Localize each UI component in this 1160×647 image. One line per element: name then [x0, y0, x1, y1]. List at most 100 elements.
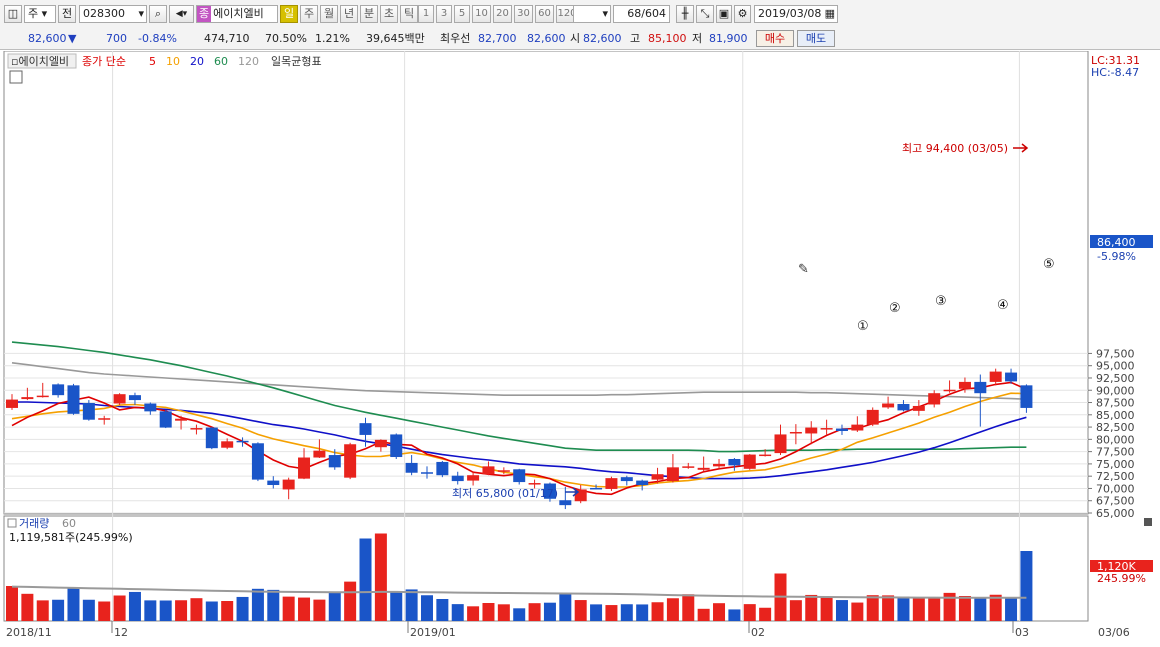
volume-bar[interactable]: [482, 603, 495, 621]
candle-body[interactable]: [866, 409, 879, 425]
search-icon[interactable]: ⌕: [149, 5, 167, 23]
volume-bar[interactable]: [636, 604, 649, 621]
volume-bar[interactable]: [805, 594, 818, 621]
candle-body[interactable]: [497, 470, 510, 472]
volume-bar[interactable]: [298, 597, 311, 621]
candle-body[interactable]: [897, 403, 910, 411]
candle-body[interactable]: [805, 427, 818, 434]
data-count-field[interactable]: 68/604: [613, 5, 670, 23]
prev-button[interactable]: 전: [58, 5, 76, 23]
candle-body[interactable]: [98, 418, 111, 420]
candle-body[interactable]: [666, 467, 679, 482]
timeframe-2[interactable]: 월: [320, 5, 338, 23]
volume-bar[interactable]: [113, 595, 126, 622]
volume-bar[interactable]: [467, 606, 480, 621]
volume-bar[interactable]: [882, 595, 895, 621]
candle-body[interactable]: [989, 371, 1002, 382]
volume-bar[interactable]: [190, 598, 203, 621]
volume-bar[interactable]: [743, 604, 756, 621]
volume-bar[interactable]: [989, 594, 1002, 621]
volume-bar[interactable]: [374, 533, 387, 622]
volume-bar[interactable]: [497, 604, 510, 621]
volume-bar[interactable]: [1005, 598, 1018, 622]
candle-body[interactable]: [190, 428, 203, 430]
candle-body[interactable]: [958, 381, 971, 389]
volume-bar[interactable]: [6, 586, 18, 621]
volume-bar[interactable]: [251, 588, 264, 621]
volume-bar[interactable]: [52, 599, 65, 621]
candle-body[interactable]: [851, 424, 864, 431]
volume-bar[interactable]: [651, 602, 664, 621]
volume-bar[interactable]: [98, 601, 111, 622]
gear-icon[interactable]: ⚙: [734, 5, 751, 23]
candle-body[interactable]: [128, 395, 141, 401]
candle-body[interactable]: [328, 455, 341, 468]
volume-bar[interactable]: [789, 600, 802, 621]
candle-body[interactable]: [928, 393, 941, 405]
candle-body[interactable]: [974, 381, 987, 394]
volume-bar[interactable]: [835, 600, 848, 621]
candle-body[interactable]: [943, 389, 956, 392]
candle-body[interactable]: [1020, 385, 1033, 408]
date-input[interactable]: 2019/03/08 ▦: [754, 5, 838, 23]
candle-body[interactable]: [298, 457, 311, 479]
candle-body[interactable]: [21, 397, 34, 400]
candle-body[interactable]: [144, 403, 157, 412]
stock-code-input[interactable]: 028300 ▾: [79, 5, 147, 23]
interval-5[interactable]: 5: [454, 5, 470, 23]
volume-bar[interactable]: [943, 592, 956, 621]
volume-bar[interactable]: [666, 598, 679, 621]
volume-bar[interactable]: [344, 581, 357, 621]
stock-legend-box[interactable]: [7, 53, 77, 69]
candle-body[interactable]: [882, 403, 895, 408]
candle-body[interactable]: [36, 395, 49, 398]
candle-body[interactable]: [420, 472, 433, 474]
candle-body[interactable]: [651, 474, 664, 480]
candle-body[interactable]: [743, 454, 756, 469]
volume-bar[interactable]: [67, 588, 80, 621]
candle-body[interactable]: [282, 479, 295, 490]
volume-bar[interactable]: [851, 602, 864, 621]
volume-bar[interactable]: [405, 589, 418, 621]
volume-bar[interactable]: [513, 608, 526, 621]
volume-bar[interactable]: [221, 601, 234, 621]
timeframe-3[interactable]: 년: [340, 5, 358, 23]
volume-bar[interactable]: [928, 597, 941, 621]
volume-bar[interactable]: [313, 599, 326, 621]
volume-close-icon[interactable]: [1144, 518, 1152, 526]
candle-body[interactable]: [236, 440, 249, 443]
candle-body[interactable]: [912, 405, 925, 411]
candle-body[interactable]: [574, 489, 587, 502]
volume-bar[interactable]: [1020, 551, 1033, 621]
volume-bar[interactable]: [590, 604, 603, 621]
chart-menu-icon[interactable]: ◫: [4, 5, 22, 23]
line-draw-icon[interactable]: ⤡: [696, 5, 714, 23]
interval-60[interactable]: 60: [535, 5, 554, 23]
volume-bar[interactable]: [897, 596, 910, 621]
sell-button[interactable]: 매도: [797, 30, 835, 47]
save-icon[interactable]: ▣: [716, 5, 732, 23]
volume-bar[interactable]: [36, 600, 49, 621]
volume-legend-box[interactable]: [7, 518, 17, 528]
candle-body[interactable]: [6, 399, 18, 408]
chart-options-icon[interactable]: [9, 70, 23, 84]
candle-body[interactable]: [835, 428, 848, 432]
candle-body[interactable]: [405, 462, 418, 473]
volume-bar[interactable]: [451, 604, 464, 621]
volume-bar[interactable]: [958, 596, 971, 621]
candle-body[interactable]: [205, 427, 218, 449]
candle-body[interactable]: [820, 428, 833, 430]
custom-interval-select[interactable]: ▾: [573, 5, 611, 23]
volume-bar[interactable]: [543, 602, 556, 621]
volume-bar[interactable]: [359, 538, 372, 622]
candle-body[interactable]: [759, 454, 772, 457]
candle-body[interactable]: [67, 385, 80, 414]
candle-body[interactable]: [682, 466, 695, 468]
volume-bar[interactable]: [728, 609, 741, 621]
interval-10[interactable]: 10: [472, 5, 491, 23]
interval-3[interactable]: 3: [436, 5, 452, 23]
buy-button[interactable]: 매수: [756, 30, 794, 47]
volume-bar[interactable]: [866, 595, 879, 621]
volume-bar[interactable]: [559, 592, 572, 621]
candle-body[interactable]: [251, 443, 264, 480]
